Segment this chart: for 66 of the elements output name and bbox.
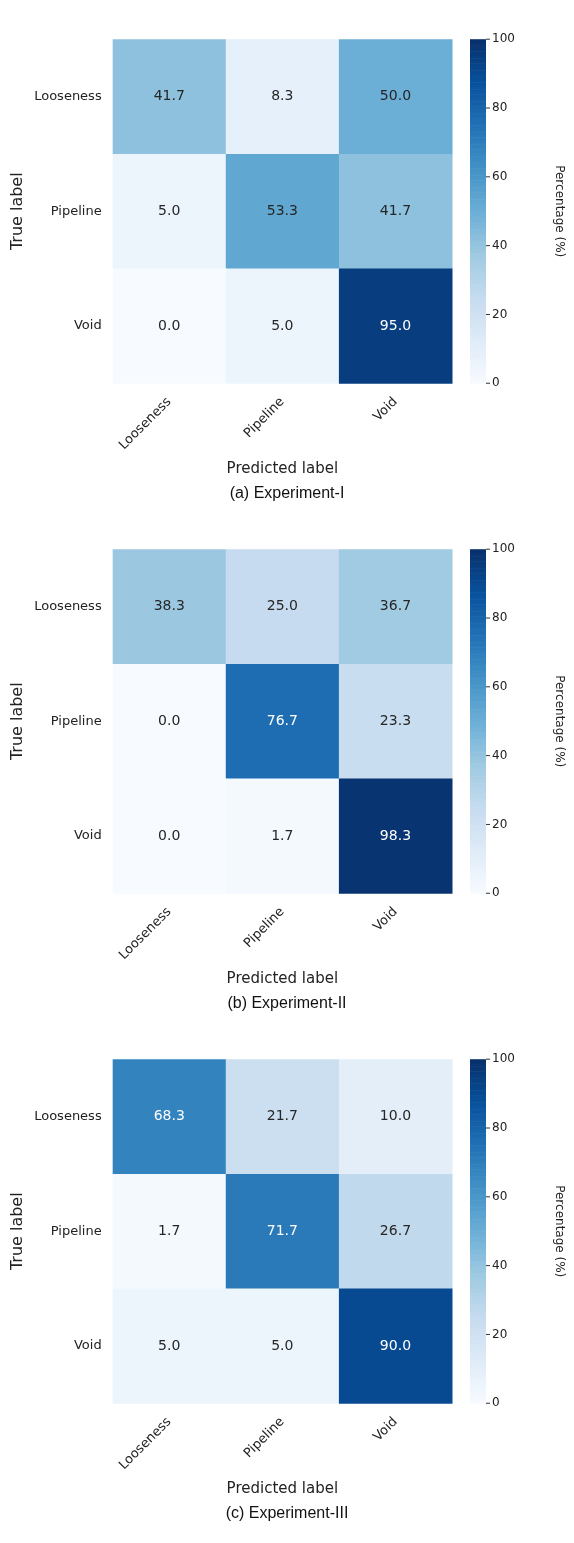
color-bar-label: 40 xyxy=(492,747,508,762)
y-tick-label: Looseness xyxy=(34,597,102,613)
y-axis-title: True label xyxy=(6,1192,26,1272)
data-label: 8.3 xyxy=(271,87,294,104)
data-label: 41.7 xyxy=(379,201,412,218)
color-bar-label: 60 xyxy=(492,1188,508,1203)
data-label: 90.0 xyxy=(379,1336,412,1353)
text: (c) Experiment-III xyxy=(224,1503,350,1523)
data-label: 0.0 xyxy=(158,826,181,843)
data-label: 50.0 xyxy=(379,87,412,104)
color-bar-label: 100 xyxy=(492,31,515,46)
color-bar-label: 40 xyxy=(492,1257,508,1272)
data-label: 36.7 xyxy=(379,597,412,614)
color-bar-title: Percentage (%) xyxy=(552,1185,567,1278)
data-label: 1.7 xyxy=(158,1221,181,1238)
color-bar-label: 0 xyxy=(492,885,500,900)
color-bar-label: 60 xyxy=(492,168,508,183)
data-label: 21.7 xyxy=(266,1107,298,1124)
data-label: 5.0 xyxy=(158,1336,181,1353)
y-tick-label: Void xyxy=(73,1337,102,1353)
data-label: 98.3 xyxy=(379,826,412,843)
color-bar-label: 60 xyxy=(492,678,508,693)
data-label: 5.0 xyxy=(158,201,181,218)
data-label: 0.0 xyxy=(158,316,181,333)
data-label: 26.7 xyxy=(379,1221,412,1238)
y-tick-label: Void xyxy=(73,317,102,333)
color-bar-label: 40 xyxy=(492,237,508,252)
data-label: 95.0 xyxy=(379,316,412,333)
data-label: 23.3 xyxy=(379,711,412,728)
color-bar-label: 100 xyxy=(492,541,515,556)
x-axis-title: Predicted label xyxy=(226,458,339,477)
color-bar-label: 0 xyxy=(492,1395,500,1410)
color-bar-title: Percentage (%) xyxy=(552,165,567,258)
y-tick-label: Pipeline xyxy=(50,202,102,218)
color-bar-label: 0 xyxy=(492,375,500,390)
data-label: 25.0 xyxy=(266,597,298,614)
color-bar-label: 20 xyxy=(492,306,508,321)
data-label: 5.0 xyxy=(271,316,294,333)
data-label: 68.3 xyxy=(153,1107,185,1124)
color-bar-label: 80 xyxy=(492,100,508,115)
data-label: 76.7 xyxy=(266,711,298,728)
color-bar-label: 20 xyxy=(492,816,508,831)
data-label: 1.7 xyxy=(271,826,294,843)
y-axis-title: True label xyxy=(6,682,26,762)
y-tick-label: Pipeline xyxy=(50,1222,102,1238)
y-tick-label: Void xyxy=(73,827,102,843)
data-label: 53.3 xyxy=(266,201,298,218)
y-tick-label: Looseness xyxy=(34,1107,102,1123)
data-label: 41.7 xyxy=(153,87,185,104)
y-axis-title: True label xyxy=(6,172,26,252)
y-tick-label: Pipeline xyxy=(50,712,102,728)
color-bar-label: 80 xyxy=(492,610,508,625)
color-bar-label: 80 xyxy=(492,1120,508,1135)
data-label: 10.0 xyxy=(379,1107,412,1124)
data-label: 71.7 xyxy=(266,1221,298,1238)
text: (b) Experiment-II xyxy=(226,993,348,1013)
data-label: 0.0 xyxy=(158,711,181,728)
color-bar-label: 20 xyxy=(492,1326,508,1341)
x-axis-title: Predicted label xyxy=(226,968,339,987)
color-bar-title: Percentage (%) xyxy=(552,675,567,768)
x-axis-title: Predicted label xyxy=(226,1478,339,1497)
text: (a) Experiment-I xyxy=(228,483,346,503)
y-tick-label: Looseness xyxy=(34,87,102,103)
data-label: 38.3 xyxy=(153,597,185,614)
color-bar-label: 100 xyxy=(492,1051,515,1066)
data-label: 5.0 xyxy=(271,1336,294,1353)
